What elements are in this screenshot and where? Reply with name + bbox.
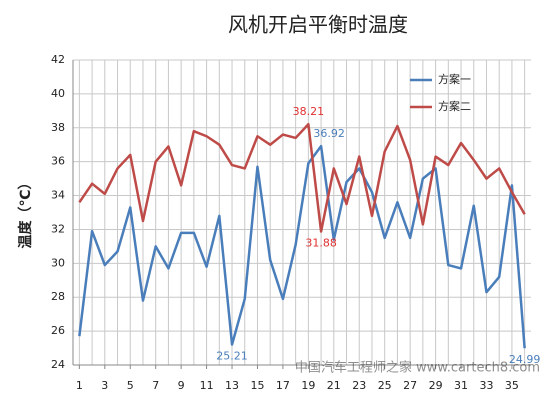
x-tick-label: 3 (101, 379, 108, 392)
legend-label: 方案一 (438, 72, 471, 86)
x-tick-label: 27 (403, 379, 417, 392)
x-tick-label: 17 (276, 379, 290, 392)
x-tick-label: 9 (178, 379, 185, 392)
x-tick-label: 5 (127, 379, 134, 392)
y-tick-label: 26 (51, 324, 65, 337)
x-tick-label: 29 (429, 379, 443, 392)
data-label: 31.88 (305, 236, 337, 249)
data-label: 38.21 (293, 105, 325, 118)
series-line (78, 122, 526, 233)
y-tick-label: 34 (51, 189, 65, 202)
x-tick-label: 15 (250, 379, 264, 392)
x-tick-label: 35 (505, 379, 519, 392)
y-tick-label: 32 (51, 222, 65, 235)
y-tick-label: 24 (51, 358, 65, 371)
y-tick-label: 42 (51, 53, 65, 66)
data-label: 36.92 (313, 127, 345, 140)
y-tick-label: 28 (51, 290, 65, 303)
x-tick-label: 25 (378, 379, 392, 392)
x-tick-label: 21 (327, 379, 341, 392)
watermark: 中国汽车工程师之家 www.cartech8.com (295, 360, 540, 376)
y-tick-label: 40 (51, 87, 65, 100)
legend-label: 方案二 (438, 99, 471, 113)
chart-title: 风机开启平衡时温度 (228, 13, 408, 37)
data-label: 24.99 (509, 353, 541, 366)
data-label: 25.21 (216, 349, 248, 362)
y-axis-label: 温度（℃） (17, 176, 34, 249)
y-tick-label: 36 (51, 155, 65, 168)
x-tick-label: 23 (352, 379, 366, 392)
series-line (78, 144, 526, 349)
y-tick-label: 30 (51, 256, 65, 269)
x-tick-label: 11 (200, 379, 214, 392)
x-tick-label: 19 (301, 379, 315, 392)
x-tick-label: 1 (76, 379, 83, 392)
x-tick-label: 31 (454, 379, 468, 392)
y-tick-label: 38 (51, 121, 65, 134)
x-tick-label: 13 (225, 379, 239, 392)
x-tick-label: 33 (479, 379, 493, 392)
x-tick-label: 7 (152, 379, 159, 392)
